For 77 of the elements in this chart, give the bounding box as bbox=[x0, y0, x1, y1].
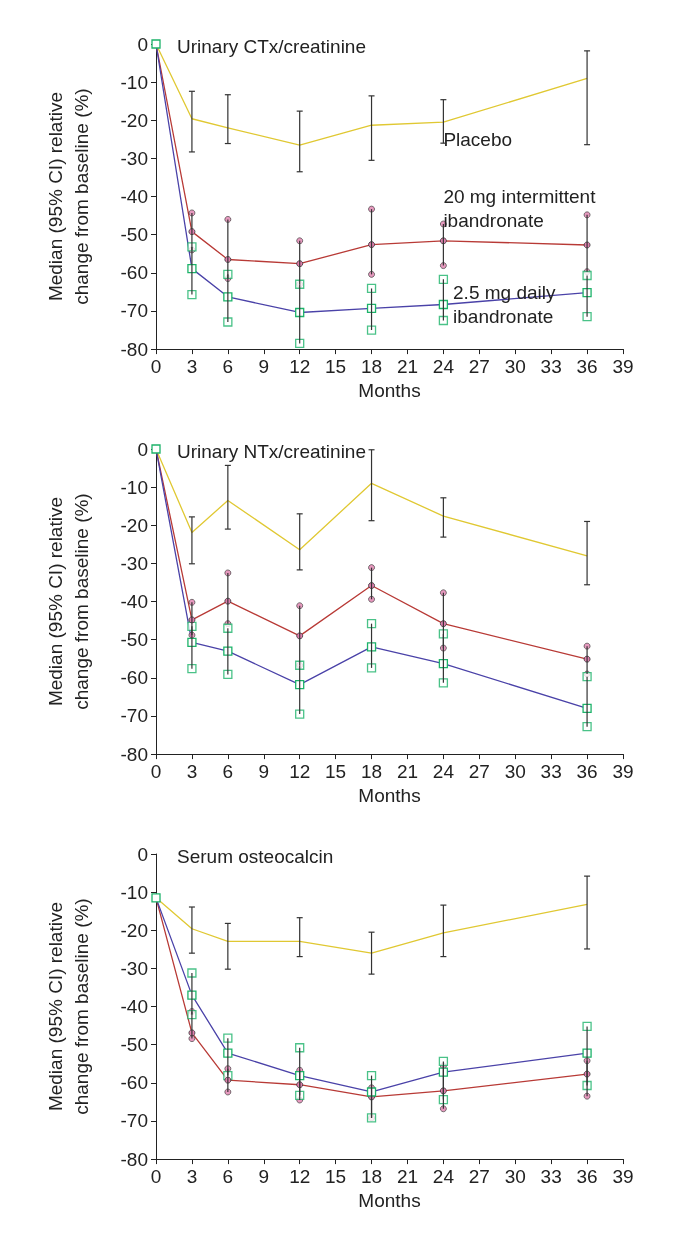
x-tick-label: 24 bbox=[432, 356, 455, 378]
y-tick-label: -50 bbox=[120, 1034, 148, 1056]
x-tick-label: 6 bbox=[222, 1166, 234, 1188]
x-tick-label: 9 bbox=[258, 356, 270, 378]
x-tick-label: 33 bbox=[540, 761, 562, 783]
x-tick-label: 6 bbox=[222, 356, 234, 378]
x-tick-label: 3 bbox=[186, 1166, 198, 1188]
y-tick-label: -60 bbox=[120, 1072, 148, 1094]
x-tick-label: 39 bbox=[612, 761, 634, 783]
x-tick-label: 36 bbox=[576, 1166, 598, 1188]
y-tick-label: -50 bbox=[120, 224, 148, 246]
x-tick-label: 33 bbox=[540, 1166, 562, 1188]
x-tick-label: 36 bbox=[576, 761, 598, 783]
y-tick-label: -50 bbox=[120, 629, 148, 651]
y-axis-title: Median (95% CI) relative change from baseline (%) bbox=[44, 88, 92, 305]
y-tick-label: -20 bbox=[120, 514, 148, 536]
x-tick-label: 27 bbox=[468, 356, 490, 378]
y-tick-label: -40 bbox=[120, 186, 148, 208]
series-label: Placebo bbox=[443, 128, 513, 150]
x-tick-label: 30 bbox=[504, 356, 526, 378]
x-tick-label: 27 bbox=[468, 1166, 490, 1188]
y-tick-label: -30 bbox=[120, 552, 148, 574]
x-tick-label: 18 bbox=[360, 1166, 383, 1188]
y-tick-label: -20 bbox=[120, 919, 148, 941]
x-tick-label: 9 bbox=[258, 1166, 270, 1188]
x-tick-label: 12 bbox=[289, 356, 311, 378]
y-tick-label: -70 bbox=[120, 300, 148, 322]
x-tick-label: 30 bbox=[504, 1166, 526, 1188]
x-tick-label: 15 bbox=[325, 761, 347, 783]
y-tick-label: -60 bbox=[120, 667, 148, 689]
y-axis-title: Median (95% CI) relative change from baseline (%) bbox=[44, 493, 92, 710]
y-tick-label: 0 bbox=[137, 438, 148, 460]
y-tick-label: -70 bbox=[120, 1110, 148, 1132]
x-tick-label: 6 bbox=[222, 761, 234, 783]
x-axis-title: Months bbox=[358, 380, 421, 401]
x-tick-label: 27 bbox=[468, 761, 490, 783]
x-tick-label: 30 bbox=[504, 761, 526, 783]
x-tick-label: 12 bbox=[289, 761, 311, 783]
series-label: 20 mg intermittent ibandronate bbox=[443, 185, 601, 231]
y-tick-label: -10 bbox=[120, 881, 148, 903]
y-tick-label: -30 bbox=[120, 957, 148, 979]
y-axis-title: Median (95% CI) relative change from baseline (%) bbox=[44, 898, 92, 1115]
x-tick-label: 21 bbox=[396, 356, 419, 378]
x-tick-label: 39 bbox=[612, 356, 634, 378]
y-tick-label: -80 bbox=[120, 1148, 148, 1170]
y-tick-label: -10 bbox=[120, 476, 148, 498]
chart-title: Urinary CTx/creatinine bbox=[177, 36, 366, 57]
x-tick-label: 3 bbox=[186, 761, 198, 783]
y-tick-label: -10 bbox=[120, 71, 148, 93]
y-tick-label: -40 bbox=[120, 591, 148, 613]
chart-title: Serum osteocalcin bbox=[177, 846, 334, 867]
y-tick-label: -30 bbox=[120, 147, 148, 169]
y-tick-label: -60 bbox=[120, 262, 148, 284]
x-tick-label: 21 bbox=[396, 761, 419, 783]
x-axis-title: Months bbox=[358, 1190, 421, 1211]
x-tick-label: 39 bbox=[612, 1166, 634, 1188]
x-tick-label: 9 bbox=[258, 761, 270, 783]
y-tick-label: 0 bbox=[137, 843, 148, 865]
y-tick-label: -40 bbox=[120, 996, 148, 1018]
x-tick-label: 15 bbox=[325, 1166, 347, 1188]
x-tick-label: 15 bbox=[325, 356, 347, 378]
x-axis-title: Months bbox=[358, 785, 421, 806]
x-tick-label: 33 bbox=[540, 356, 562, 378]
x-tick-label: 21 bbox=[396, 1166, 419, 1188]
x-tick-label: 24 bbox=[432, 761, 455, 783]
chart-title: Urinary NTx/creatinine bbox=[177, 441, 366, 462]
y-tick-label: -20 bbox=[120, 109, 148, 131]
x-tick-label: 18 bbox=[360, 761, 383, 783]
x-tick-label: 36 bbox=[576, 356, 598, 378]
x-tick-label: 18 bbox=[360, 356, 383, 378]
x-tick-label: 24 bbox=[432, 1166, 455, 1188]
x-tick-label: 3 bbox=[186, 356, 198, 378]
y-tick-label: -70 bbox=[120, 705, 148, 727]
x-tick-label: 12 bbox=[289, 1166, 311, 1188]
y-tick-label: 0 bbox=[137, 33, 148, 55]
y-tick-label: -80 bbox=[120, 338, 148, 360]
y-tick-label: -80 bbox=[120, 743, 148, 765]
